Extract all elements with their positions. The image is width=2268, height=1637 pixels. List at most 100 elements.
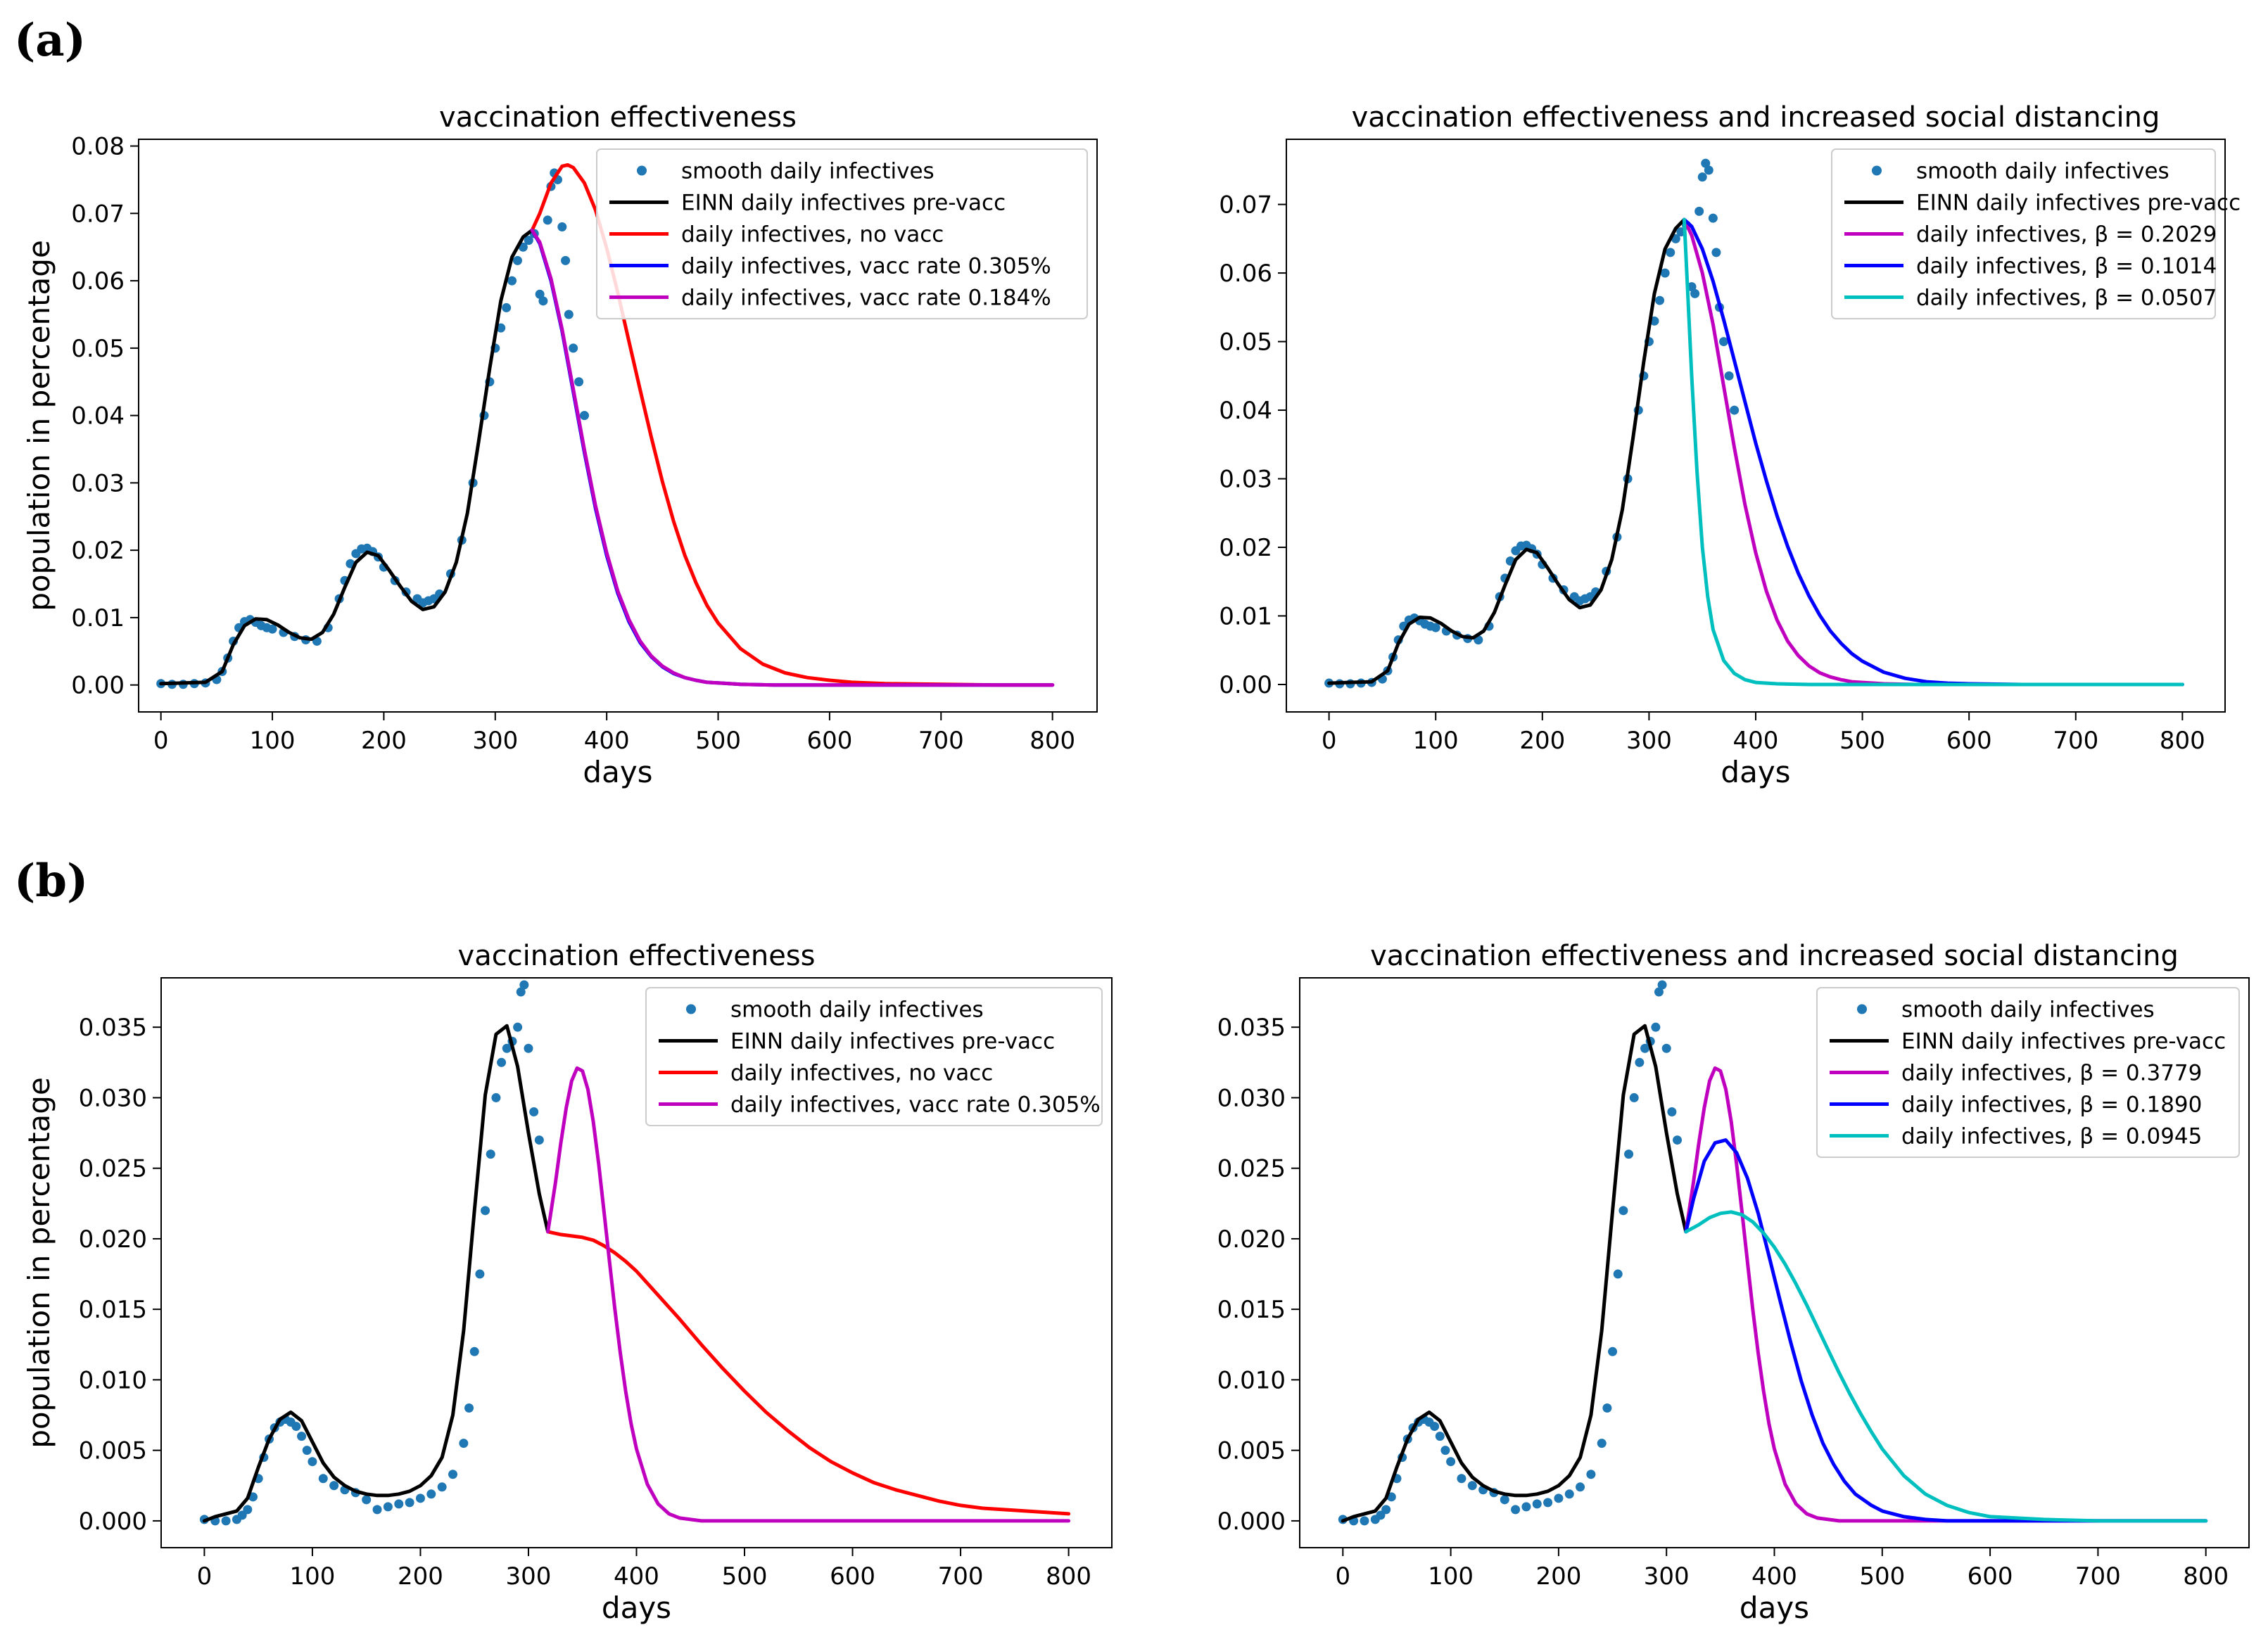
legend-marker xyxy=(1872,165,1882,176)
data-point xyxy=(486,1149,495,1159)
y-tick-label: 0.02 xyxy=(1219,534,1272,562)
legend: smooth daily infectives EINN daily infect… xyxy=(1816,987,2240,1158)
data-point xyxy=(1673,1135,1683,1145)
data-point xyxy=(221,1516,231,1526)
y-tick-label: 0.000 xyxy=(1217,1508,1286,1536)
data-point xyxy=(1431,623,1440,632)
data-point xyxy=(534,1135,544,1145)
data-point xyxy=(524,236,533,246)
data-point xyxy=(1467,1481,1477,1491)
data-point xyxy=(243,1505,253,1515)
series-line xyxy=(530,163,1055,687)
legend-label: smooth daily infectives xyxy=(681,159,935,184)
legend-marker xyxy=(686,1004,696,1014)
x-tick-label: 600 xyxy=(806,727,852,755)
data-point xyxy=(1511,1505,1521,1515)
plot-area xyxy=(1324,158,2184,689)
x-tick-label: 400 xyxy=(1751,1562,1797,1591)
plot-area xyxy=(1338,980,2208,1526)
x-tick-label: 0 xyxy=(1322,727,1337,755)
x-axis-label: days xyxy=(1721,755,1790,789)
x-tick-label: 100 xyxy=(250,727,296,755)
y-tick-label: 0.025 xyxy=(79,1155,147,1183)
y-tick-label: 0.01 xyxy=(71,604,125,632)
data-point xyxy=(1708,213,1718,223)
legend-marker xyxy=(1857,1004,1867,1014)
x-tick-label: 0 xyxy=(197,1562,213,1591)
series-line xyxy=(530,228,1055,687)
series-line xyxy=(546,1230,1071,1516)
x-tick-label: 700 xyxy=(2053,727,2098,755)
legend: smooth daily infectives EINN daily infect… xyxy=(1831,148,2241,319)
data-point xyxy=(1687,282,1697,292)
data-point xyxy=(1629,1093,1639,1102)
data-point xyxy=(518,242,528,252)
data-point xyxy=(1666,248,1675,257)
y-tick-label: 0.020 xyxy=(1217,1225,1286,1254)
legend-label: smooth daily infectives xyxy=(1901,998,2155,1023)
y-tick-label: 0.00 xyxy=(71,672,125,700)
x-tick-label: 700 xyxy=(938,1562,984,1591)
legend-box xyxy=(645,987,1103,1126)
data-point xyxy=(1640,1043,1650,1053)
x-tick-label: 300 xyxy=(1644,1562,1690,1591)
data-point xyxy=(426,1489,436,1499)
x-tick-label: 700 xyxy=(918,727,964,755)
data-point xyxy=(1690,288,1700,298)
y-tick-label: 0.000 xyxy=(79,1508,147,1536)
x-axis-label: days xyxy=(1740,1591,1809,1625)
data-point xyxy=(1655,295,1665,305)
series-line xyxy=(1327,217,1686,685)
data-point xyxy=(1602,1403,1612,1413)
x-tick-label: 400 xyxy=(584,727,630,755)
y-tick-label: 0.07 xyxy=(71,200,125,228)
y-tick-label: 0.06 xyxy=(1219,260,1272,288)
series-line xyxy=(1684,1066,2208,1523)
x-tick-label: 600 xyxy=(830,1562,875,1591)
data-point xyxy=(535,289,545,299)
y-tick-label: 0.04 xyxy=(71,402,125,431)
legend-label: daily infectives, vacc rate 0.184% xyxy=(681,286,1051,311)
legend: smooth daily infectives EINN daily infect… xyxy=(596,148,1088,319)
data-point xyxy=(579,411,589,421)
data-point xyxy=(383,1502,393,1512)
panel-label-a: (a) xyxy=(14,14,87,67)
data-point xyxy=(1435,1432,1445,1441)
y-tick-label: 0.005 xyxy=(1217,1437,1286,1465)
data-point xyxy=(1564,1489,1574,1499)
data-point xyxy=(491,1093,501,1102)
y-tick-label: 0.08 xyxy=(71,133,125,161)
data-point xyxy=(1618,1206,1628,1216)
y-tick-label: 0.00 xyxy=(1219,671,1272,699)
legend-label: daily infectives, vacc rate 0.305% xyxy=(730,1093,1101,1118)
series-line xyxy=(1682,217,2184,687)
data-point xyxy=(1624,1149,1634,1159)
chart-b-right: 0 100 200 300 400 500 600 700 800 0.000 0.005 0.010… xyxy=(1217,940,2250,1625)
data-point xyxy=(1730,405,1740,415)
y-tick-label: 0.010 xyxy=(1217,1366,1286,1394)
data-point xyxy=(1554,1493,1564,1503)
x-tick-label: 800 xyxy=(1030,727,1075,755)
data-point xyxy=(496,323,506,333)
data-point xyxy=(1657,980,1667,990)
legend-label: smooth daily infectives xyxy=(1916,159,2169,184)
data-point xyxy=(1711,248,1721,257)
legend-marker xyxy=(637,165,647,176)
x-tick-label: 700 xyxy=(2075,1562,2121,1591)
data-point xyxy=(1694,206,1704,216)
data-point xyxy=(1597,1439,1607,1448)
data-point xyxy=(481,1206,490,1216)
data-point xyxy=(448,1470,458,1479)
legend-label: daily infectives, β = 0.2029 xyxy=(1916,222,2217,248)
data-point xyxy=(569,343,578,353)
data-point xyxy=(557,222,567,231)
x-tick-label: 400 xyxy=(1733,727,1779,755)
y-tick-label: 0.005 xyxy=(79,1437,147,1465)
legend-label: EINN daily infectives pre-vacc xyxy=(681,191,1006,216)
x-tick-label: 500 xyxy=(695,727,741,755)
legend-label: EINN daily infectives pre-vacc xyxy=(1916,191,2241,216)
data-point xyxy=(513,1022,523,1032)
x-tick-label: 400 xyxy=(614,1562,659,1591)
chart-title: vaccination effectiveness and increased … xyxy=(1370,940,2179,972)
x-tick-label: 200 xyxy=(361,727,407,755)
